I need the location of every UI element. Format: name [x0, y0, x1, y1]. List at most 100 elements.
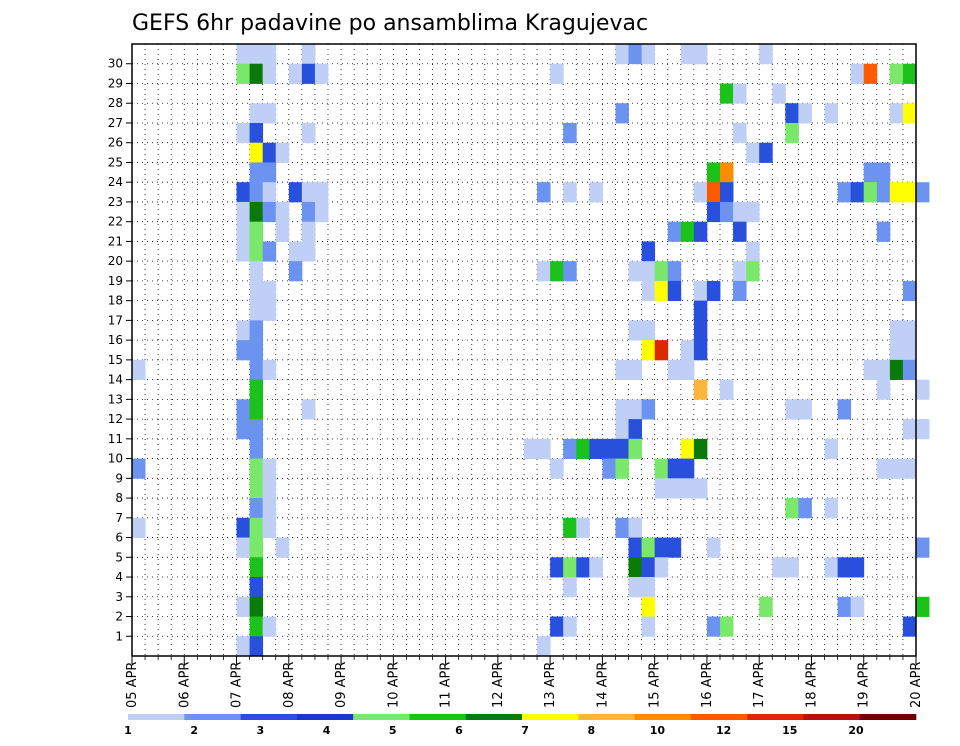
y-tick-label: 9 [115, 471, 123, 485]
heatmap-cell [249, 517, 264, 538]
y-tick-label: 27 [108, 116, 123, 130]
heatmap-cell [236, 63, 250, 84]
heatmap-cell [641, 537, 656, 558]
heatmap-cell [249, 458, 264, 479]
heatmap-cell [314, 63, 329, 84]
y-tick-label: 15 [108, 353, 123, 367]
heatmap-cell [537, 182, 551, 203]
heatmap-cell [236, 517, 250, 538]
heatmap-cell [236, 340, 250, 361]
colorbar-swatch [409, 714, 467, 720]
heatmap-cell [236, 221, 250, 242]
heatmap-cell [824, 103, 838, 124]
heatmap-cell [863, 182, 878, 203]
colorbar-swatch [296, 714, 354, 720]
heatmap-cell [132, 517, 146, 538]
colorbar-swatch [634, 714, 692, 720]
heatmap-cell [850, 557, 865, 578]
colorbar-swatch [747, 714, 804, 720]
heatmap-cell [628, 438, 642, 459]
heatmap-cell [262, 498, 277, 519]
heatmap-cell [693, 221, 708, 242]
x-axis: 05 APR 06 APR 07 APR 08 APR 09 APR 10 APR 11 A… [125, 656, 924, 708]
heatmap-cell [733, 261, 747, 282]
x-tick-label: 20 APR [909, 662, 924, 708]
colorbar-label: 6 [455, 724, 463, 737]
heatmap-cell [301, 44, 316, 65]
heatmap-cell [916, 419, 930, 440]
y-tick-label: 19 [108, 274, 123, 288]
heatmap-cell [249, 616, 264, 637]
heatmap-cell [785, 557, 799, 578]
heatmap-cell [615, 103, 629, 124]
y-tick-label: 4 [115, 570, 123, 584]
heatmap-cell [301, 399, 316, 420]
heatmap-cell [733, 221, 747, 242]
y-tick-label: 30 [108, 57, 123, 71]
heatmap-cell [236, 320, 250, 341]
heatmap-cell [615, 517, 629, 538]
heatmap-cell [550, 616, 564, 637]
heatmap-cell [249, 340, 264, 361]
heatmap-cell [798, 103, 812, 124]
heatmap-cell [275, 221, 290, 242]
heatmap-cell [602, 438, 616, 459]
heatmap-cell [680, 438, 695, 459]
heatmap-cell [249, 419, 264, 440]
heatmap-cell [537, 438, 551, 459]
colorbar-label: 12 [716, 724, 731, 737]
x-tick-label: 12 APR [491, 662, 506, 708]
heatmap-cell [680, 458, 695, 479]
heatmap-cell [654, 458, 669, 479]
y-tick-label: 18 [108, 294, 123, 308]
heatmap-cell [262, 478, 277, 499]
heatmap-cell [262, 201, 277, 223]
heatmap-cell [667, 359, 682, 381]
heatmap-cell [628, 359, 642, 381]
heatmap-cell [837, 399, 852, 420]
heatmap-cell [589, 438, 603, 459]
y-tick-label: 24 [108, 175, 123, 189]
y-tick-label: 21 [108, 234, 123, 248]
heatmap-cell [132, 458, 146, 479]
heatmap-cell [876, 221, 891, 242]
heatmap-cell [733, 201, 747, 223]
x-tick-label: 07 APR [230, 662, 245, 708]
heatmap-cell [249, 63, 264, 84]
heatmap-cell [249, 379, 264, 400]
heatmap-cell [628, 537, 642, 558]
heatmap-cell [236, 419, 250, 440]
heatmap-cell [693, 340, 708, 361]
heatmap-cell [249, 577, 264, 598]
x-tick-label: 17 APR [752, 662, 767, 708]
y-tick-label: 13 [108, 392, 123, 406]
colorbar-swatch [859, 714, 917, 720]
colorbar-swatch [184, 714, 241, 720]
heatmap-cell [693, 438, 708, 459]
heatmap-cell [628, 419, 642, 440]
heatmap-cell [288, 63, 303, 84]
x-tick-label: 11 APR [439, 662, 454, 708]
cell-layer [132, 44, 930, 657]
heatmap-cell [706, 201, 721, 223]
heatmap-cell [693, 280, 708, 302]
heatmap-cell [667, 478, 682, 499]
heatmap-cell [249, 201, 264, 223]
heatmap-cell [589, 182, 603, 203]
heatmap-cell [641, 557, 656, 578]
heatmap-cell [249, 44, 264, 65]
heatmap-cell [641, 44, 656, 65]
heatmap-cell [680, 359, 695, 381]
heatmap-cell [654, 261, 669, 282]
heatmap-cell [641, 261, 656, 282]
x-tick-label: 05 APR [125, 662, 140, 708]
y-tick-label: 2 [115, 610, 123, 624]
heatmap-cell [314, 201, 329, 223]
colorbar-swatch [522, 714, 579, 720]
heatmap-cell [759, 596, 773, 617]
heatmap-cell [902, 280, 917, 302]
x-tick-label: 18 APR [804, 662, 819, 708]
colorbar-swatch [353, 714, 410, 720]
heatmap-cell [785, 498, 799, 519]
